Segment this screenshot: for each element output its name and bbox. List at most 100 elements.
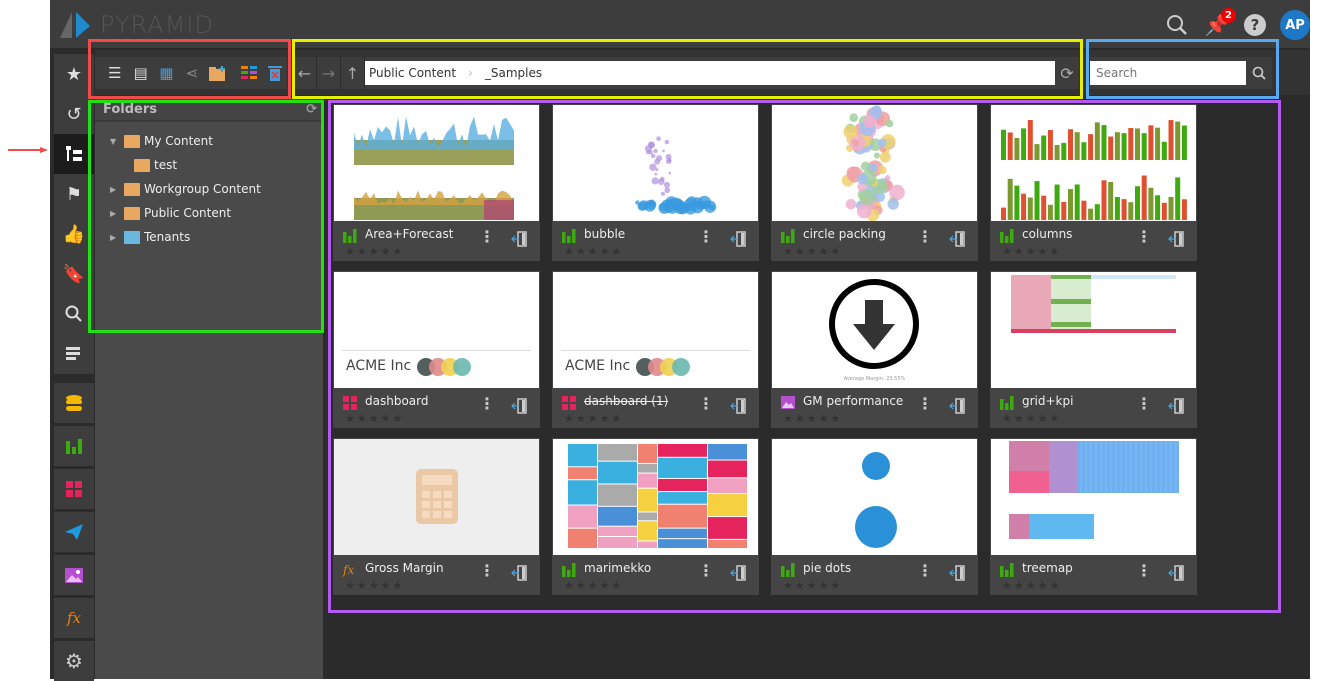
new-folder-icon[interactable] <box>206 61 230 85</box>
search-input[interactable] <box>1090 61 1246 85</box>
more-options-icon[interactable]: ⋮ <box>479 227 495 246</box>
card-name[interactable]: bubble <box>584 227 626 241</box>
bookmark-icon[interactable]: 🔖 <box>54 254 94 294</box>
card-name[interactable]: dashboard <box>365 394 429 408</box>
details-icon[interactable]: ▤ <box>133 64 148 82</box>
card-thumbnail[interactable] <box>772 105 977 221</box>
star-rating[interactable]: ★★★★★ <box>783 579 843 592</box>
history-icon[interactable]: ↺ <box>54 94 94 134</box>
database-icon[interactable] <box>54 383 94 423</box>
delete-icon[interactable] <box>263 61 287 85</box>
card-name[interactable]: Area+Forecast <box>365 227 454 241</box>
up-icon[interactable]: ↑ <box>341 57 365 89</box>
card-name[interactable]: circle packing <box>803 227 886 241</box>
tree-item-test[interactable]: test <box>134 158 177 172</box>
content-card[interactable]: columns ★★★★★ ⋮ <box>990 104 1197 261</box>
card-thumbnail[interactable] <box>334 439 539 555</box>
star-rating[interactable]: ★★★★★ <box>783 245 843 258</box>
card-thumbnail[interactable]: Average Margin: 23.55% <box>772 272 977 388</box>
content-card[interactable]: Area+Forecast ★★★★★ ⋮ <box>333 104 540 261</box>
star-rating[interactable]: ★★★★★ <box>1002 579 1062 592</box>
more-options-icon[interactable]: ⋮ <box>917 394 933 413</box>
list-icon[interactable]: ☰ <box>108 64 122 82</box>
card-name[interactable]: treemap <box>1022 561 1073 575</box>
send-icon[interactable] <box>54 512 94 552</box>
pin-icon[interactable]: 📌 2 <box>1204 8 1236 38</box>
more-options-icon[interactable]: ⋮ <box>917 227 933 246</box>
star-rating[interactable]: ★★★★★ <box>345 412 405 425</box>
breadcrumb-item[interactable]: _Samples <box>484 66 543 80</box>
share-icon[interactable]: ⋖ <box>185 64 199 82</box>
more-options-icon[interactable]: ⋮ <box>1136 394 1152 413</box>
more-options-icon[interactable]: ⋮ <box>479 394 495 413</box>
content-card[interactable]: ACME Inc dashboard ★★★★★ ⋮ <box>333 271 540 428</box>
open-item-icon[interactable] <box>1168 231 1184 247</box>
card-thumbnail[interactable]: ACME Inc <box>334 272 539 388</box>
star-rating[interactable]: ★★★★★ <box>1002 412 1062 425</box>
tree-item-my-content[interactable]: ▼ My Content <box>110 134 213 148</box>
card-name[interactable]: Gross Margin <box>365 561 444 575</box>
card-name[interactable]: dashboard (1) <box>584 394 669 408</box>
tree-icon[interactable] <box>54 134 94 174</box>
card-name[interactable]: pie dots <box>803 561 852 575</box>
dashboard-icon[interactable] <box>54 469 94 509</box>
star-rating[interactable]: ★★★★★ <box>345 579 405 592</box>
grid-icon[interactable]: ▦ <box>159 64 174 82</box>
star-rating[interactable]: ★★★★★ <box>345 245 405 258</box>
server-icon[interactable] <box>54 334 94 374</box>
tree-item-workgroup-content[interactable]: ▶ Workgroup Content <box>110 182 261 196</box>
back-icon[interactable]: ← <box>293 57 317 89</box>
image-icon[interactable] <box>54 555 94 595</box>
flag-icon[interactable]: ⚑ <box>54 174 94 214</box>
card-thumbnail[interactable] <box>772 439 977 555</box>
content-card[interactable]: Average Margin: 23.55% GM performance ★★… <box>771 271 978 428</box>
open-item-icon[interactable] <box>511 231 527 247</box>
more-options-icon[interactable]: ⋮ <box>698 227 714 246</box>
star-icon[interactable]: ★ <box>54 54 94 94</box>
open-item-icon[interactable] <box>949 231 965 247</box>
refresh-icon[interactable]: ⟳ <box>1060 63 1074 83</box>
star-rating[interactable]: ★★★★★ <box>564 412 624 425</box>
caret-right-icon[interactable]: ▶ <box>110 232 117 242</box>
card-thumbnail[interactable] <box>553 105 758 221</box>
content-card[interactable]: pie dots ★★★★★ ⋮ <box>771 438 978 595</box>
tree-item-tenants[interactable]: ▶ Tenants <box>110 230 190 244</box>
search-icon[interactable] <box>1164 12 1190 38</box>
open-item-icon[interactable] <box>1168 398 1184 414</box>
star-rating[interactable]: ★★★★★ <box>564 579 624 592</box>
open-item-icon[interactable] <box>730 565 746 581</box>
bar-chart-icon[interactable] <box>54 426 94 466</box>
color-tags-icon[interactable] <box>238 61 262 85</box>
open-item-icon[interactable] <box>511 565 527 581</box>
avatar[interactable]: AP <box>1280 10 1310 40</box>
card-name[interactable]: GM performance <box>803 394 904 408</box>
open-item-icon[interactable] <box>949 565 965 581</box>
open-item-icon[interactable] <box>949 398 965 414</box>
card-thumbnail[interactable]: ACME Inc <box>553 272 758 388</box>
more-options-icon[interactable]: ⋮ <box>698 394 714 413</box>
open-item-icon[interactable] <box>1168 565 1184 581</box>
content-card[interactable]: bubble ★★★★★ ⋮ <box>552 104 759 261</box>
open-item-icon[interactable] <box>511 398 527 414</box>
fx-icon[interactable]: fx <box>54 598 94 638</box>
card-name[interactable]: grid+kpi <box>1022 394 1074 408</box>
more-options-icon[interactable]: ⋮ <box>1136 561 1152 580</box>
forward-icon[interactable]: → <box>317 57 341 89</box>
star-rating[interactable]: ★★★★★ <box>1002 245 1062 258</box>
gear-icon[interactable]: ⚙ <box>54 641 94 681</box>
tree-item-public-content[interactable]: ▶ Public Content <box>110 206 231 220</box>
caret-right-icon[interactable]: ▶ <box>110 184 117 194</box>
card-thumbnail[interactable] <box>553 439 758 555</box>
star-rating[interactable]: ★★★★★ <box>783 412 843 425</box>
open-item-icon[interactable] <box>730 398 746 414</box>
caret-right-icon[interactable]: ▶ <box>110 208 117 218</box>
refresh-icon[interactable]: ⟳ <box>306 101 317 117</box>
search-icon[interactable] <box>54 294 94 334</box>
search-button[interactable] <box>1246 57 1272 89</box>
content-card[interactable]: fx Gross Margin ★★★★★ ⋮ <box>333 438 540 595</box>
content-card[interactable]: circle packing ★★★★★ ⋮ <box>771 104 978 261</box>
card-name[interactable]: columns <box>1022 227 1073 241</box>
card-thumbnail[interactable] <box>991 439 1196 555</box>
caret-down-icon[interactable]: ▼ <box>110 136 117 146</box>
content-card[interactable]: ACME Inc dashboard (1) ★★★★★ ⋮ <box>552 271 759 428</box>
